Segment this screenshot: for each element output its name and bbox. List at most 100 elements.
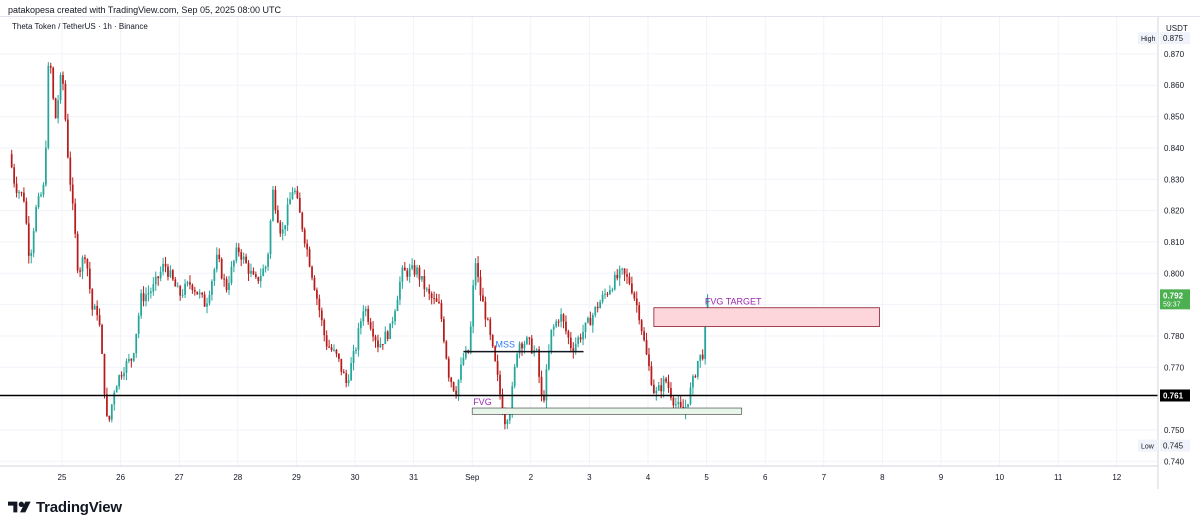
candle-body [526,337,528,345]
candle-body [101,324,103,354]
candle-body [130,358,133,361]
candle-body [357,328,360,350]
candle-body [494,346,497,361]
candle-body [64,83,67,120]
candle-body [108,415,111,420]
candle-body [294,190,296,193]
symbol-info[interactable]: Theta Token / TetherUS · 1h · Binance [12,22,148,31]
candle-body [430,293,433,299]
fvg-label: FVG [473,397,492,407]
candle-body [462,357,465,365]
candle-body [191,284,194,291]
candle-body [35,207,37,232]
tradingview-logo[interactable]: TradingView [8,496,122,518]
candle-body [81,257,84,272]
candle-body [413,265,416,275]
candle-body [276,210,279,223]
candle-body [447,358,450,378]
candle-body [220,258,223,279]
candle-body [52,67,55,99]
candle-body [672,397,675,406]
candle-body [616,274,619,279]
candle-body [369,321,372,329]
candle-body [565,321,567,332]
candle-body [320,310,323,321]
candle-body [66,119,69,158]
candle-body [213,269,216,282]
candle-body [74,203,77,234]
candle-body [45,147,47,185]
time-tick-label: 5 [704,473,709,482]
candle-body [272,189,274,221]
candle-body [557,321,560,323]
candle-body [15,183,18,193]
candle-body [518,343,521,354]
candle-body [330,347,333,351]
candle-body [325,335,328,347]
candle-body [521,343,523,349]
candle-body [59,74,62,101]
candle-body [450,377,453,383]
candle-body [184,283,186,295]
candle-body [704,318,707,359]
candle-body [562,314,565,322]
candle-body [618,269,621,279]
candle-body [179,286,182,296]
candle-body [23,192,25,202]
level-price-tag-label: 0.761 [1163,391,1184,400]
candle-body [123,372,125,377]
candle-body [40,194,42,197]
candle-body [125,361,128,373]
chart-attribution: patakopesa created with TradingView.com,… [8,5,282,15]
candle-body [279,222,282,234]
candle-body [76,233,79,271]
candle-body [308,249,311,267]
candle-body [569,337,572,349]
candle-body [69,157,72,185]
high-marker-box [1138,32,1158,45]
candle-body [323,320,326,336]
candle-body [140,293,142,316]
candle-body [274,189,277,211]
candle-body [264,266,267,269]
candle-body [452,382,455,391]
high-value-tag [1160,32,1190,45]
candle-body [645,340,648,355]
candle-body [79,270,81,272]
candle-body [340,358,343,372]
low-value-label: 0.745 [1163,442,1184,451]
price-tick-label: 0.740 [1164,457,1185,466]
candle-body [594,306,597,316]
candle-body [599,301,602,309]
candle-body [506,420,509,425]
candle-body [250,270,252,274]
candle-body [128,358,130,362]
time-tick-label: 3 [587,473,592,482]
current-price-label: 0.792 [1163,291,1184,300]
candle-body [416,267,418,275]
candle-body [435,298,438,302]
candle-body [98,315,101,325]
time-tick-label: 12 [1112,473,1121,482]
time-tick-label: 4 [646,473,651,482]
candle-body [235,247,238,261]
candle-body [145,294,147,302]
candle-body [504,413,506,425]
candle-body [181,294,184,296]
price-tick-label: 0.830 [1164,175,1185,184]
candle-body [394,310,396,322]
candle-body [201,292,204,295]
candle-body [633,292,636,299]
candle-body [347,380,350,383]
candle-body [516,353,519,367]
fvg-target-zone[interactable] [653,307,880,327]
candle-body [687,403,689,407]
candle-body [203,294,206,307]
mss-label: MSS [495,340,515,350]
candle-body [665,378,667,382]
candle-body [372,328,374,337]
fvg-zone[interactable] [471,407,743,415]
candle-body [186,282,189,284]
